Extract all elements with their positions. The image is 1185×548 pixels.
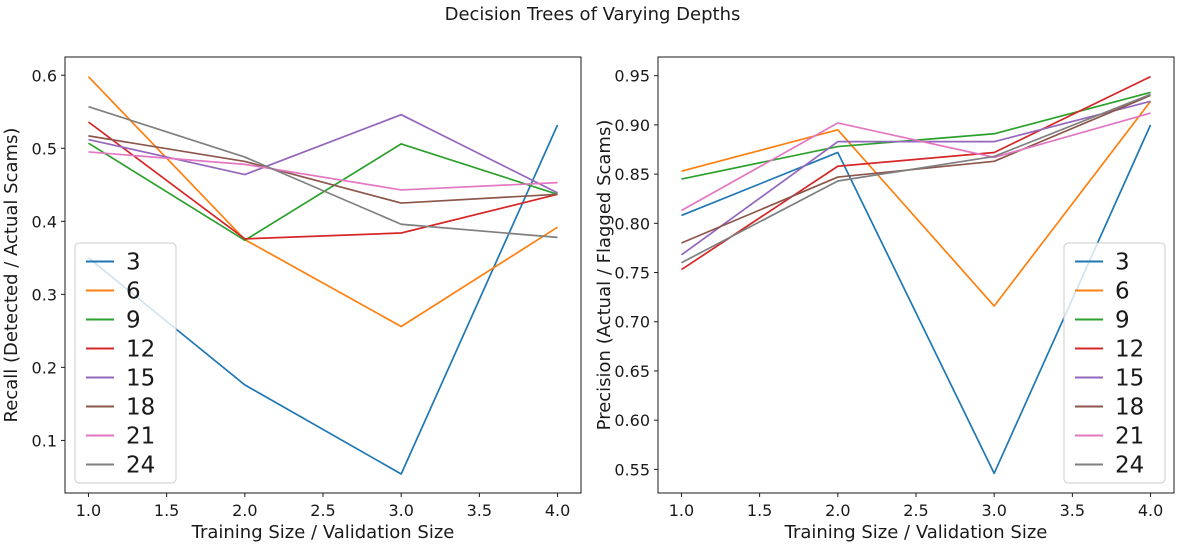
x-tick-label: 3.5 <box>1060 501 1085 520</box>
legend-label-24: 24 <box>126 453 155 479</box>
series-line-15 <box>680 100 1151 256</box>
y-tick-label: 0.65 <box>614 362 650 381</box>
series-line-15 <box>88 113 558 194</box>
legend: 3 6 9 12 15 18 21 24 <box>74 242 177 484</box>
series-line-18 <box>88 135 558 204</box>
y-axis-label: Precision (Actual / Flagged Scams) <box>594 120 615 431</box>
legend-label-12: 12 <box>1115 337 1144 363</box>
precision-chart: 1.0 1.5 2.0 2.5 3.0 3.5 4.0 0.55 0.60 0.65 0.70 0.7… <box>594 56 1175 543</box>
legend-label-9: 9 <box>1115 308 1130 334</box>
legend-label-12: 12 <box>126 337 155 363</box>
y-tick-label: 0.80 <box>614 214 650 233</box>
y-tick-label: 0.2 <box>32 358 57 377</box>
series-line-12 <box>680 75 1151 271</box>
x-tick-label: 1.5 <box>747 501 772 520</box>
x-tick-label: 3.0 <box>388 501 413 520</box>
figure-title: Decision Trees of Varying Depths <box>444 4 741 25</box>
x-tick-label: 2.5 <box>310 501 335 520</box>
series-line-24 <box>88 105 558 239</box>
series-line-24 <box>681 93 1151 264</box>
legend-box <box>74 242 177 484</box>
x-tick-label: 4.0 <box>545 501 570 520</box>
x-tick-label: 1.5 <box>154 501 179 520</box>
x-tick-label: 2.0 <box>825 501 850 520</box>
series-line-21 <box>88 151 558 191</box>
legend-label-3: 3 <box>126 250 141 276</box>
series-line-9 <box>681 91 1151 180</box>
y-tick-label: 0.95 <box>614 67 650 86</box>
x-tick-label: 3.0 <box>981 501 1006 520</box>
x-tick-label: 1.0 <box>669 501 694 520</box>
x-axis-label: Training Size / Validation Size <box>784 522 1048 543</box>
x-tick-label: 2.0 <box>232 501 257 520</box>
legend-label-9: 9 <box>126 308 141 334</box>
x-axis-label: Training Size / Validation Size <box>191 522 455 543</box>
legend-label-24: 24 <box>1115 453 1144 479</box>
legend-label-21: 21 <box>126 424 155 450</box>
y-tick-label: 0.85 <box>614 165 650 184</box>
legend-box <box>1063 242 1166 484</box>
y-tick-label: 0.3 <box>32 285 57 304</box>
recall-chart: 1.0 1.5 2.0 2.5 3.0 3.5 4.0 0.1 0.2 0.3 0.4 0.5 0.6 T… <box>1 56 582 543</box>
x-tick-label: 4.0 <box>1138 501 1163 520</box>
y-tick-label: 0.55 <box>614 460 650 479</box>
series-line-12 <box>87 121 558 240</box>
y-tick-label: 0.6 <box>32 66 57 85</box>
legend: 3 6 9 12 15 18 21 24 <box>1063 242 1166 484</box>
y-tick-label: 0.90 <box>614 116 650 135</box>
y-tick-label: 0.70 <box>614 313 650 332</box>
x-tick-label: 1.0 <box>76 501 101 520</box>
series-line-9 <box>88 142 558 242</box>
legend-label-15: 15 <box>1115 366 1144 392</box>
y-tick-label: 0.60 <box>614 411 650 430</box>
series-line-6 <box>681 100 1152 307</box>
y-axis-label: Recall (Detected / Actual Scams) <box>1 128 22 423</box>
y-tick-label: 0.75 <box>614 264 650 283</box>
legend-label-6: 6 <box>126 279 141 305</box>
legend-label-18: 18 <box>1115 395 1144 421</box>
x-tick-label: 2.5 <box>903 501 928 520</box>
legend-label-6: 6 <box>1115 279 1130 305</box>
y-tick-label: 0.5 <box>32 139 57 158</box>
legend-label-21: 21 <box>1115 424 1144 450</box>
legend-label-18: 18 <box>126 395 155 421</box>
legend-label-15: 15 <box>126 366 155 392</box>
y-tick-label: 0.4 <box>32 212 57 231</box>
series-line-21 <box>681 112 1151 212</box>
x-tick-label: 3.5 <box>467 501 492 520</box>
y-tick-label: 0.1 <box>32 431 57 450</box>
legend-label-3: 3 <box>1115 250 1130 276</box>
